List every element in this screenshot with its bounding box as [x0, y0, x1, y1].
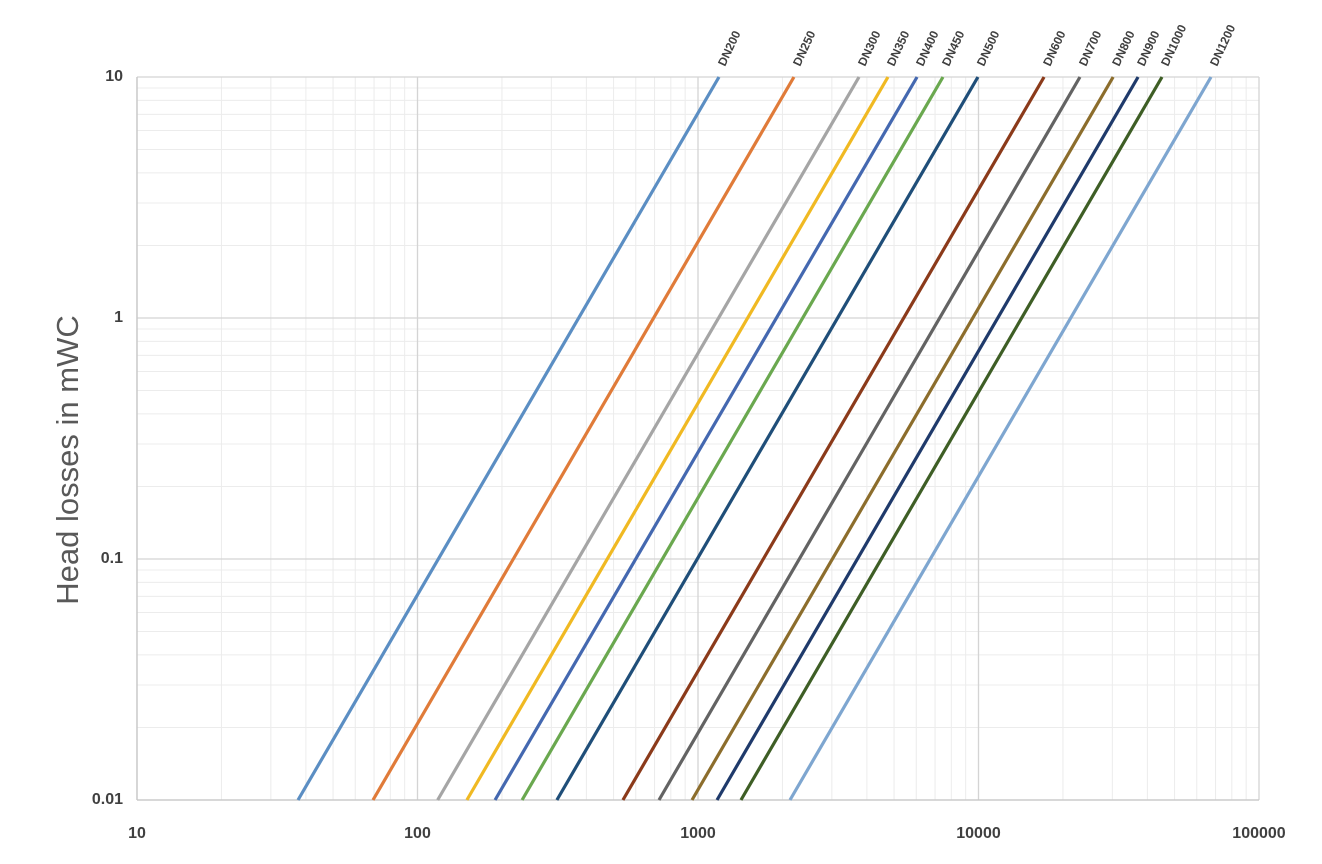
series-label: DN450 — [939, 28, 968, 68]
series-line — [436, 76, 861, 801]
y-tick-label: 0.1 — [101, 550, 123, 567]
x-tick-label: 10000 — [956, 825, 1001, 842]
series-line — [690, 76, 1115, 801]
series-label: DN1200 — [1207, 22, 1238, 68]
y-tick-label: 10 — [105, 68, 123, 85]
y-axis-label: Head losses in mWC — [50, 315, 85, 604]
y-tick-label: 1 — [114, 309, 123, 326]
series-label: DN250 — [790, 28, 819, 68]
series-label: DN300 — [855, 28, 884, 68]
series-line — [371, 76, 796, 801]
series-line — [296, 76, 721, 801]
series-line — [520, 76, 945, 801]
series-label: DN500 — [974, 28, 1003, 68]
series-line — [621, 76, 1046, 801]
x-tick-label: 1000 — [680, 825, 716, 842]
series-label: DN350 — [884, 28, 913, 68]
series-line — [465, 76, 890, 801]
series-label: DN700 — [1076, 28, 1105, 68]
series-line — [493, 76, 919, 801]
x-tick-label: 100 — [404, 825, 431, 842]
series-line — [555, 76, 980, 801]
series-line — [657, 76, 1082, 801]
series-label: DN1000 — [1158, 22, 1189, 68]
series-line — [739, 76, 1164, 801]
series-label: DN200 — [715, 28, 744, 68]
y-tick-label: 0.01 — [92, 791, 123, 808]
series-line — [715, 76, 1140, 801]
series-label: DN600 — [1040, 28, 1069, 68]
x-tick-label: 100000 — [1232, 825, 1285, 842]
x-tick-label: 10 — [128, 825, 146, 842]
series-label: DN400 — [913, 28, 942, 68]
series-line — [788, 76, 1213, 801]
